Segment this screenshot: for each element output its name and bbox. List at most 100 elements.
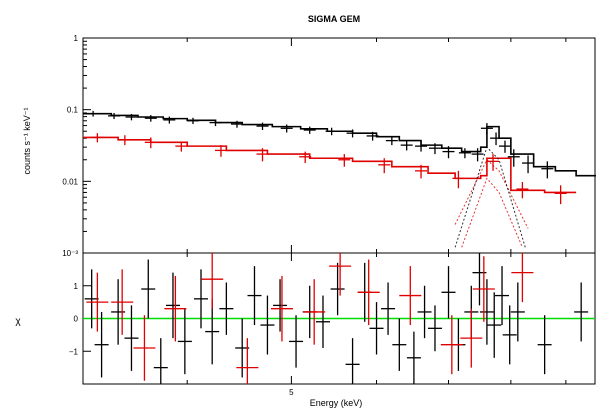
data-point xyxy=(522,155,535,174)
residual-point xyxy=(84,269,99,329)
top-ytick-label: 0.1 xyxy=(67,106,79,115)
model-line xyxy=(83,112,596,177)
residual-point xyxy=(270,275,293,342)
chart-title: SIGMA GEM xyxy=(308,14,360,24)
residual-point xyxy=(236,338,259,384)
data-point xyxy=(91,133,104,143)
residual-point xyxy=(315,295,330,348)
residual-point xyxy=(201,253,224,309)
residual-point xyxy=(441,266,456,319)
residual-point xyxy=(260,295,275,355)
residual-point xyxy=(537,315,552,375)
residual-point xyxy=(427,305,442,352)
data-point xyxy=(516,181,529,199)
residual-point xyxy=(247,266,262,326)
residual-point xyxy=(177,308,192,375)
residual-point xyxy=(510,282,525,342)
residual-point xyxy=(165,272,180,339)
bottom-ytick-label: 0 xyxy=(74,315,79,324)
top-ytick-label: 1 xyxy=(74,34,79,43)
residuals-panel: 5 1 0 −1 xyxy=(69,252,596,397)
residual-point xyxy=(273,279,288,332)
data-point xyxy=(487,154,500,171)
bottom-ytick-label: 1 xyxy=(74,282,79,291)
data-point xyxy=(144,115,157,122)
data-point xyxy=(346,129,359,138)
residual-point xyxy=(153,338,168,384)
data-point xyxy=(299,151,312,164)
data-point xyxy=(186,117,199,125)
data-point xyxy=(175,141,188,152)
data-point xyxy=(507,149,520,167)
spectrum-panel: 1 0.1 0.01 10⁻³ xyxy=(62,34,596,258)
model-component xyxy=(454,146,526,248)
residual-point xyxy=(329,253,352,296)
bottom-ylabel: χ xyxy=(15,316,21,327)
model-component xyxy=(461,177,523,248)
data-point xyxy=(554,185,567,205)
xlabel: Energy (keV) xyxy=(310,398,363,408)
data-point xyxy=(385,136,398,146)
xtick-label: 5 xyxy=(289,388,294,397)
data-point xyxy=(108,112,121,120)
residual-point xyxy=(472,256,495,322)
data-point xyxy=(490,132,503,146)
data-point xyxy=(428,143,441,155)
residual-point xyxy=(406,331,421,384)
data-point xyxy=(442,146,455,159)
residual-point xyxy=(111,269,134,335)
data-point xyxy=(498,140,511,153)
data-point xyxy=(338,154,351,167)
data-point xyxy=(118,135,131,146)
residual-point xyxy=(194,269,209,329)
data-point xyxy=(400,140,413,151)
residual-point xyxy=(205,298,220,365)
data-point xyxy=(230,120,243,128)
residual-point xyxy=(574,282,589,342)
residual-point xyxy=(369,302,384,355)
data-point xyxy=(163,116,176,124)
residual-point xyxy=(289,315,304,368)
data-point xyxy=(458,148,471,159)
residual-point xyxy=(460,308,483,368)
data-point xyxy=(378,158,391,174)
top-ylabel: counts s⁻¹ keV⁻¹ xyxy=(22,107,32,174)
model-component xyxy=(454,158,529,229)
data-point xyxy=(214,145,227,157)
model-line xyxy=(83,136,577,194)
residual-point xyxy=(86,272,109,332)
residual-point xyxy=(392,318,407,371)
residual-point xyxy=(164,275,187,342)
data-point xyxy=(471,148,484,162)
data-point xyxy=(366,131,379,141)
residual-point xyxy=(303,279,326,345)
residual-point xyxy=(357,259,380,326)
data-point xyxy=(303,126,316,134)
data-point xyxy=(209,119,222,127)
residual-point xyxy=(94,311,109,378)
bottom-ytick-label: −1 xyxy=(69,347,79,356)
data-point xyxy=(541,161,554,179)
data-point xyxy=(87,110,100,117)
data-point xyxy=(415,164,428,179)
residual-point xyxy=(502,305,517,365)
residual-point xyxy=(487,292,502,358)
residual-point xyxy=(111,279,126,345)
residual-point xyxy=(141,259,156,319)
residual-point xyxy=(219,282,234,335)
residual-point xyxy=(381,282,396,335)
residual-point xyxy=(511,253,534,303)
top-ytick-label: 0.01 xyxy=(62,177,78,186)
data-point xyxy=(415,141,428,152)
data-point xyxy=(480,123,493,135)
residual-point xyxy=(345,338,360,384)
residual-point xyxy=(417,285,432,339)
residual-point xyxy=(479,279,494,345)
data-point xyxy=(325,127,338,136)
data-point xyxy=(144,137,157,149)
residual-point xyxy=(124,305,139,371)
residual-point xyxy=(133,315,156,381)
data-point xyxy=(452,170,465,189)
residual-point xyxy=(495,266,510,326)
